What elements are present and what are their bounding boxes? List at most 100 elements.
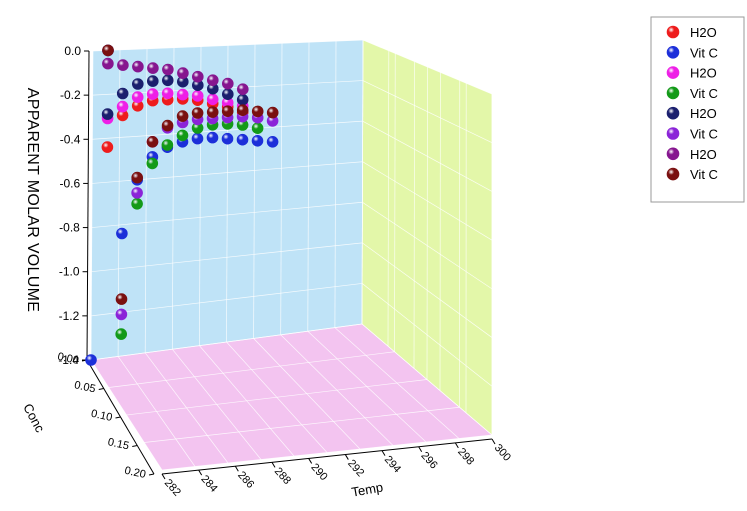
data-point <box>207 75 218 86</box>
data-point <box>102 58 113 69</box>
data-point <box>132 172 143 183</box>
data-point <box>267 107 278 118</box>
legend-marker <box>667 46 679 58</box>
data-point <box>237 94 248 105</box>
x-tick-mark <box>309 458 312 463</box>
data-point <box>162 88 173 99</box>
data-point <box>162 64 173 75</box>
z-tick-label: -0.8 <box>59 221 80 235</box>
data-point <box>102 109 113 120</box>
z-tick-label: -1.2 <box>59 309 80 323</box>
legend: H2O Vit C H2O Vit C H2O Vit C H2O Vit C <box>651 17 744 202</box>
data-point <box>192 108 203 119</box>
x-tick-label: 300 <box>492 442 513 464</box>
x-tick-mark <box>455 443 458 448</box>
y-tick-mark <box>99 389 104 390</box>
data-point <box>116 294 127 305</box>
x-tick-mark <box>419 447 422 452</box>
data-point <box>237 134 248 145</box>
data-point <box>192 133 203 144</box>
data-point <box>192 71 203 82</box>
data-point <box>252 135 263 146</box>
data-point <box>116 329 127 340</box>
y-tick-mark <box>116 417 121 418</box>
data-point <box>102 142 113 153</box>
data-point <box>222 78 233 89</box>
data-point <box>132 79 143 90</box>
legend-marker <box>667 26 679 38</box>
x-tick-mark <box>272 462 275 467</box>
data-point <box>147 63 158 74</box>
legend-label: H2O <box>690 25 717 40</box>
z-tick-label: -1.0 <box>59 265 80 279</box>
legend-marker <box>667 107 679 119</box>
x-tick-mark <box>199 470 202 475</box>
data-point <box>207 107 218 118</box>
data-point <box>116 309 127 320</box>
y-tick-mark <box>149 474 154 475</box>
data-point <box>162 120 173 131</box>
data-point <box>147 158 158 169</box>
legend-label: Vit C <box>690 86 718 101</box>
data-point <box>252 106 263 117</box>
data-point <box>132 61 143 72</box>
data-point <box>237 105 248 116</box>
x-tick-label: 298 <box>455 446 476 468</box>
x-tick-mark <box>235 466 238 471</box>
legend-label: H2O <box>690 106 717 121</box>
data-point <box>117 101 128 112</box>
x-tick-mark <box>382 451 385 456</box>
data-point <box>177 68 188 79</box>
x-tick-label: 290 <box>308 461 329 483</box>
data-point <box>103 45 114 56</box>
z-axis-ticks: 0.0-0.2-0.4-0.6-0.8-1.0-1.2-1.4 <box>58 44 89 367</box>
data-point <box>252 123 263 134</box>
data-point <box>132 198 143 209</box>
data-point <box>267 136 278 147</box>
data-point <box>117 60 128 71</box>
data-point <box>222 89 233 100</box>
data-point <box>147 136 158 147</box>
data-point <box>237 84 248 95</box>
data-point <box>132 92 143 103</box>
y-axis-title: Conc <box>20 401 48 435</box>
x-tick-label: 294 <box>382 454 403 476</box>
data-point <box>162 140 173 151</box>
z-axis-line <box>87 51 89 360</box>
legend-label: H2O <box>690 147 717 162</box>
y-tick-label: 0.10 <box>90 408 113 424</box>
x-tick-mark <box>492 439 495 444</box>
legend-label: Vit C <box>690 167 718 182</box>
data-point <box>192 90 203 101</box>
x-tick-label: 288 <box>272 465 293 487</box>
data-point <box>177 130 188 141</box>
y-tick-label: 0.15 <box>107 436 130 452</box>
legend-marker <box>667 67 679 79</box>
data-point <box>162 75 173 86</box>
x-tick-label: 284 <box>198 473 219 495</box>
legend-label: Vit C <box>690 127 718 142</box>
legend-label: H2O <box>690 66 717 81</box>
data-point <box>117 88 128 99</box>
data-point <box>177 111 188 122</box>
data-point <box>132 187 143 198</box>
y-tick-label: 0.05 <box>73 379 96 395</box>
data-point <box>86 355 97 366</box>
data-point <box>147 89 158 100</box>
z-tick-label: 0.0 <box>64 44 81 58</box>
y-tick-label: 0.20 <box>123 465 146 481</box>
x-axis-title: Temp <box>350 479 384 499</box>
data-point <box>207 132 218 143</box>
x-tick-label: 292 <box>345 458 366 480</box>
legend-marker <box>667 168 679 180</box>
z-tick-label: -0.6 <box>59 176 80 190</box>
z-axis-title: APPARENT MOLAR VOLUME <box>24 88 41 312</box>
z-tick-label: -0.2 <box>60 88 81 102</box>
x-tick-mark <box>162 474 165 479</box>
data-point <box>222 106 233 117</box>
data-point <box>116 228 127 239</box>
y-tick-mark <box>132 446 137 447</box>
legend-label: Vit C <box>690 45 718 60</box>
